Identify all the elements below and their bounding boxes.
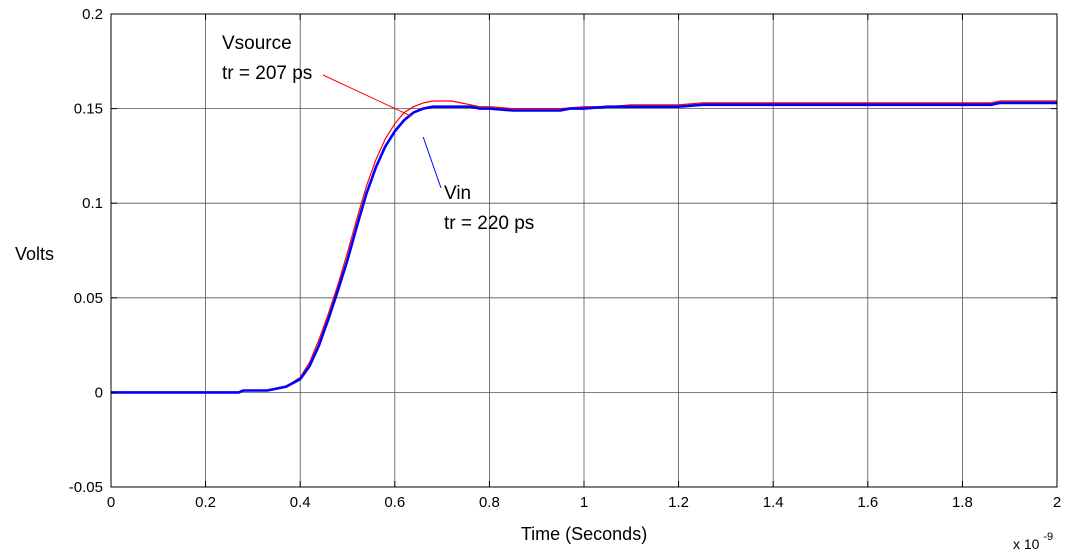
x-tick-label: 0.6 [384,494,405,511]
ticks: 0 0.2 0.4 0.6 0.8 1 1.2 1.4 1.6 1.8 2-0.0500.050.1… [69,6,1061,511]
series-line-vin [111,101,1057,394]
x-tick-label: 1.8 [952,494,973,511]
annotation-label-vin: Vin [444,183,471,204]
x-axis-label: Time (Seconds) [521,524,647,544]
x-axis-exponent-base: x 10 [1013,536,1040,552]
series-lines [111,100,1057,394]
grid [111,14,1057,487]
annotations: Vsource tr = 207 ps Vin tr = 220 ps [222,33,534,234]
y-tick-label: 0.2 [82,6,103,23]
y-tick-label: 0.1 [82,195,103,212]
x-axis-exponent-power: -9 [1043,531,1053,543]
annotation-leader-vin [422,136,442,189]
x-tick-label: 0.2 [195,494,216,511]
x-axis-exponent: x 10 -9 [1013,531,1053,552]
x-tick-label: 0 [107,494,115,511]
x-tick-label: 1.2 [668,494,689,511]
x-tick-label: 1 [580,494,588,511]
x-tick-label: 0.4 [290,494,311,511]
y-tick-label: -0.05 [69,479,103,496]
x-tick-label: 1.4 [763,494,784,511]
y-tick-label: 0.05 [74,290,103,307]
y-axis-label: Volts [15,244,54,264]
y-tick-label: 0 [95,384,103,401]
annotation-risetime-vin: tr = 220 ps [444,213,534,234]
x-tick-label: 2 [1053,494,1061,511]
y-tick-label: 0.15 [74,101,103,118]
annotation-leader-vsource [322,74,412,117]
annotation-risetime-vsource: tr = 207 ps [222,63,312,84]
x-tick-label: 0.8 [479,494,500,511]
annotation-label-vsource: Vsource [222,33,292,54]
x-tick-label: 1.6 [857,494,878,511]
